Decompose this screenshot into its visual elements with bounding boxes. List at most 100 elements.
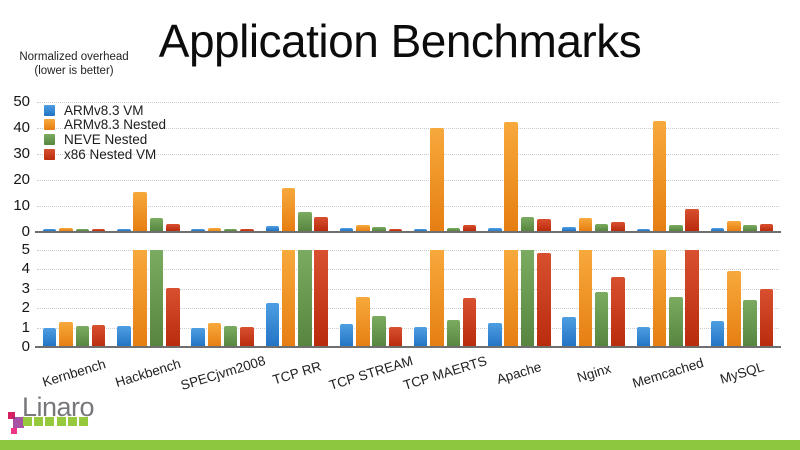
- bar-armv8-3-vm-nginx: [562, 227, 576, 232]
- y-tick-label: 0: [21, 338, 30, 355]
- y-tick-label: 0: [21, 222, 30, 240]
- bar-neve-nested-nginx: [594, 224, 609, 232]
- y-tick-label: 40: [13, 118, 30, 136]
- y-tick-label: 4: [21, 260, 30, 278]
- legend-swatch-icon: [44, 133, 55, 145]
- y-tick-label: 2: [21, 299, 30, 317]
- bar-x86-nested-vm-tcp-stream: [388, 326, 403, 347]
- bar-neve-nested-tcp-stream: [372, 227, 386, 232]
- y-axis-note: Normalized overhead (lower is better): [0, 50, 148, 78]
- bar-neve-nested-hackbench: [149, 217, 164, 232]
- x-axis-label-text: SPECjvm2008: [178, 352, 267, 394]
- legend-item: ARMv8.3 Nested: [44, 117, 166, 132]
- y-tick-label: 20: [13, 170, 30, 188]
- x-axis-label-text: Nginx: [574, 360, 613, 386]
- x-axis-label-text: Hackbench: [113, 355, 183, 391]
- logo-square-green: [23, 417, 32, 426]
- bar-neve-nested-kernbench: [75, 228, 89, 232]
- gridline: [37, 205, 779, 207]
- slide-title: Application Benchmarks: [158, 15, 642, 67]
- bar-x86-nested-vm-tcp-maerts: [462, 224, 477, 232]
- gridline: [37, 179, 779, 181]
- x-axis-label-text: Memcached: [630, 355, 706, 391]
- bar-armv8-3-nested-apache: [504, 122, 518, 232]
- y-tick-label: 50: [13, 92, 30, 110]
- bar-armv8-3-vm-apache: [488, 228, 502, 232]
- bar-armv8-3-vm-tcp-stream: [339, 323, 354, 347]
- bar-armv8-3-vm-kernbench: [42, 228, 57, 232]
- bar-x86-nested-vm-tcp-maerts: [462, 297, 477, 347]
- bar-armv8-3-nested-memcached: [652, 121, 667, 232]
- bar-armv8-3-nested-tcp-stream: [356, 224, 370, 232]
- bar-neve-nested-tcp-maerts: [446, 319, 460, 347]
- bar-armv8-3-vm-tcp-maerts: [413, 228, 428, 232]
- bar-armv8-3-vm-memcached: [636, 326, 650, 347]
- x-axis-label-text: Apache: [495, 359, 544, 387]
- logo-square-green: [79, 417, 88, 426]
- bar-x86-nested-vm-hackbench: [166, 287, 180, 347]
- x-axis-label-text: MySQL: [718, 359, 766, 387]
- bar-x86-nested-vm-memcached: [685, 250, 699, 347]
- bar-armv8-3-nested-mysql: [727, 221, 741, 232]
- bar-armv8-3-vm-specjvm2008: [191, 327, 205, 347]
- bar-armv8-3-nested-nginx: [578, 217, 593, 232]
- bar-armv8-3-nested-specjvm2008: [207, 322, 222, 347]
- gridline: [37, 127, 779, 129]
- legend-label: NEVE Nested: [64, 131, 148, 147]
- bar-x86-nested-vm-kernbench: [91, 324, 106, 347]
- logo-square-purple: [13, 417, 24, 428]
- bar-neve-nested-kernbench: [75, 325, 89, 347]
- bar-armv8-3-vm-tcp-rr: [265, 303, 279, 347]
- logo-square-green: [34, 417, 44, 426]
- bar-armv8-3-nested-tcp-rr: [281, 187, 296, 232]
- gridline: [37, 269, 779, 271]
- gridline: [37, 153, 779, 155]
- x-axis-label-text: Kernbench: [40, 356, 108, 390]
- bar-neve-nested-tcp-maerts: [446, 227, 460, 232]
- bar-neve-nested-mysql: [743, 300, 757, 347]
- linaro-logo: Linaro: [6, 392, 116, 438]
- bar-armv8-3-nested-memcached: [652, 250, 667, 347]
- bar-armv8-3-vm-mysql: [710, 227, 725, 232]
- bar-armv8-3-vm-nginx: [562, 316, 576, 347]
- bar-neve-nested-apache: [520, 250, 535, 347]
- bar-x86-nested-vm-nginx: [611, 222, 625, 232]
- gridline: [37, 288, 779, 290]
- legend-label: x86 Nested VM: [64, 146, 157, 162]
- y-tick-label: 3: [21, 279, 30, 297]
- bar-neve-nested-specjvm2008: [223, 228, 238, 232]
- bar-neve-nested-tcp-rr: [298, 211, 312, 232]
- x-axis-label-text: TCP RR: [270, 358, 323, 388]
- bar-armv8-3-nested-tcp-maerts: [430, 127, 444, 232]
- bar-armv8-3-nested-specjvm2008: [207, 228, 222, 232]
- y-axis-note-line1: Normalized overhead: [19, 51, 129, 63]
- bar-neve-nested-nginx: [594, 291, 609, 347]
- bar-x86-nested-vm-tcp-stream: [388, 228, 403, 232]
- logo-square-pink: [8, 412, 15, 419]
- bar-armv8-3-vm-specjvm2008: [191, 228, 205, 232]
- bar-x86-nested-vm-tcp-rr: [314, 217, 328, 232]
- legend-item: ARMv8.3 VM: [44, 103, 166, 118]
- bar-x86-nested-vm-apache: [537, 252, 551, 347]
- bar-armv8-3-vm-memcached: [636, 228, 650, 232]
- bar-armv8-3-vm-hackbench: [117, 228, 131, 232]
- bar-x86-nested-vm-apache: [537, 218, 551, 232]
- y-axis-note-line2: (lower is better): [34, 65, 114, 77]
- bar-neve-nested-hackbench: [149, 250, 164, 347]
- x-axis-line: [35, 346, 781, 348]
- bar-armv8-3-nested-apache: [504, 250, 518, 347]
- bar-neve-nested-memcached: [669, 296, 683, 347]
- bar-armv8-3-nested-nginx: [578, 250, 593, 347]
- x-axis-line: [35, 230, 781, 233]
- gridline: [37, 327, 779, 329]
- bar-armv8-3-vm-tcp-rr: [265, 225, 279, 232]
- legend-item: x86 Nested VM: [44, 147, 166, 162]
- x-axis-label-text: TCP STREAM: [327, 353, 415, 393]
- bar-x86-nested-vm-memcached: [685, 209, 699, 232]
- bar-x86-nested-vm-kernbench: [91, 228, 106, 232]
- bar-armv8-3-nested-mysql: [727, 271, 741, 347]
- legend-item: NEVE Nested: [44, 132, 166, 147]
- bar-armv8-3-vm-apache: [488, 322, 502, 347]
- bar-armv8-3-vm-mysql: [710, 320, 725, 347]
